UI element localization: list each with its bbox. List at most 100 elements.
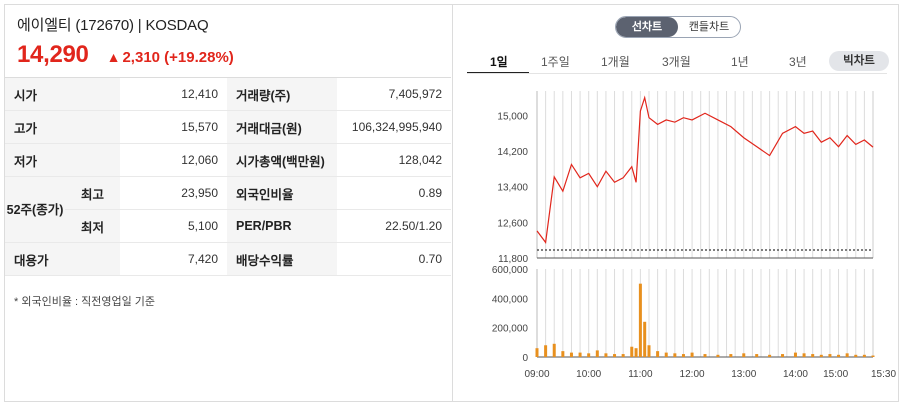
price-y-axis: 15,000 14,200 13,400 12,600 11,800 bbox=[497, 91, 874, 265]
time-tick-label: 11:00 bbox=[628, 369, 653, 380]
time-tick-label: 15:30 bbox=[871, 369, 896, 380]
volume-bar bbox=[673, 353, 677, 357]
tab-3year[interactable]: 3년 bbox=[789, 55, 807, 69]
period-tabs: 1일 1주일 1개월 3개월 1년 3년 bbox=[467, 47, 887, 74]
week52-high-value: 23,950 bbox=[120, 176, 227, 210]
volume-bar bbox=[613, 354, 617, 357]
tab-1week[interactable]: 1주일 bbox=[541, 55, 570, 69]
time-x-axis: 09:00 10:00 11:00 12:00 13:00 14:00 15:00 15:30 bbox=[524, 369, 896, 380]
volume-tick-label: 400,000 bbox=[492, 294, 529, 305]
tab-3month[interactable]: 3개월 bbox=[662, 55, 691, 69]
volume-bar bbox=[643, 321, 647, 357]
volume-bar bbox=[862, 354, 866, 357]
table-row: 저가 12,060 시가총액(백만원) 128,042 bbox=[5, 143, 451, 177]
volume-value: 7,405,972 bbox=[337, 77, 451, 111]
volume-bar bbox=[729, 354, 733, 357]
volume-tick-label: 200,000 bbox=[492, 324, 529, 335]
volume-bar bbox=[681, 354, 685, 357]
volume-y-axis: 600,000 400,000 200,000 0 bbox=[492, 265, 874, 364]
price-change: ▲ 2,310 (+19.28%) bbox=[107, 49, 234, 66]
price-tick-label: 14,200 bbox=[497, 147, 528, 158]
table-row: 최저 5,100 PER/PBR 22.50/1.20 bbox=[5, 209, 451, 243]
volume-bar bbox=[837, 354, 841, 357]
panel-divider bbox=[452, 5, 453, 401]
week52-low-value: 5,100 bbox=[120, 209, 227, 243]
low-value: 12,060 bbox=[120, 143, 227, 177]
volume-bar bbox=[828, 354, 832, 357]
volume-bar bbox=[716, 354, 720, 357]
volume-bar bbox=[845, 353, 849, 357]
time-tick-label: 15:00 bbox=[823, 369, 848, 380]
price-tick-label: 15,000 bbox=[497, 111, 528, 122]
foreign-ratio-label: 외국인비율 bbox=[227, 176, 337, 210]
price-tick-label: 12,600 bbox=[497, 218, 528, 229]
tab-1day[interactable]: 1일 bbox=[490, 55, 508, 69]
volume-bar bbox=[638, 283, 642, 357]
foreign-ratio-value: 0.89 bbox=[337, 176, 451, 210]
amount-label: 거래대금(원) bbox=[227, 110, 337, 144]
tab-1year[interactable]: 1년 bbox=[731, 55, 749, 69]
change-text: 2,310 (+19.28%) bbox=[122, 49, 234, 66]
volume-bar bbox=[630, 346, 634, 357]
volume-bar bbox=[703, 354, 707, 357]
per-pbr-label: PER/PBR bbox=[227, 209, 337, 243]
volume-bar bbox=[544, 345, 548, 357]
volume-bar bbox=[552, 343, 556, 357]
per-pbr-value: 22.50/1.20 bbox=[337, 209, 451, 243]
time-tick-label: 13:00 bbox=[731, 369, 756, 380]
volume-bar bbox=[690, 352, 694, 357]
low-label: 저가 bbox=[5, 143, 120, 177]
volume-bar bbox=[578, 352, 582, 357]
volume-bar bbox=[656, 351, 660, 357]
volume-bar bbox=[664, 352, 668, 357]
volume-bar bbox=[561, 351, 565, 357]
table-row: 시가 12,410 거래량(주) 7,405,972 bbox=[5, 77, 451, 111]
time-tick-label: 12:00 bbox=[680, 369, 705, 380]
volume-bar bbox=[587, 353, 591, 357]
price-tick-label: 13,400 bbox=[497, 183, 528, 194]
table-row: 대용가 7,420 배당수익률 0.70 bbox=[5, 242, 451, 276]
candle-chart-toggle[interactable]: 캔들차트 bbox=[688, 21, 730, 33]
price-tick-label: 11,800 bbox=[498, 254, 528, 265]
stock-summary-card: 에이엘티 (172670) | KOSDAQ 14,290 ▲ 2,310 (+1… bbox=[4, 4, 899, 402]
open-value: 12,410 bbox=[120, 77, 227, 111]
market-cap-label: 시가총액(백만원) bbox=[227, 143, 337, 177]
volume-bar bbox=[621, 354, 625, 357]
volume-bar bbox=[802, 353, 806, 357]
market-cap-value: 128,042 bbox=[337, 143, 451, 177]
amount-value: 106,324,995,940 bbox=[337, 110, 451, 144]
volume-bar bbox=[854, 354, 858, 357]
time-tick-label: 09:00 bbox=[524, 369, 549, 380]
line-chart-toggle[interactable]: 선차트 bbox=[616, 17, 678, 37]
high-value: 15,570 bbox=[120, 110, 227, 144]
chart-panel: 선차트 캔들차트 1일 1주일 1개월 3개월 1년 3년 빅차트 15,000… bbox=[453, 5, 900, 401]
volume-bar bbox=[535, 348, 539, 357]
volume-bars bbox=[535, 283, 875, 357]
volume-bar bbox=[811, 354, 815, 357]
price-row: 14,290 ▲ 2,310 (+19.28%) bbox=[17, 41, 452, 69]
tabs-divider bbox=[467, 73, 887, 74]
volume-bar bbox=[595, 350, 599, 357]
table-row: 고가 15,570 거래대금(원) 106,324,995,940 bbox=[5, 110, 451, 144]
volume-tick-label: 600,000 bbox=[492, 265, 529, 276]
substitute-price-label: 대용가 bbox=[5, 242, 120, 276]
week52-low-label: 최저 bbox=[65, 209, 120, 243]
table-row: 52주(종가) 최고 23,950 외국인비율 0.89 bbox=[5, 176, 451, 243]
dividend-yield-value: 0.70 bbox=[337, 242, 451, 276]
substitute-price-value: 7,420 bbox=[120, 242, 227, 276]
volume-bar bbox=[647, 345, 651, 357]
week52-high-label: 최고 bbox=[65, 176, 120, 210]
volume-bar bbox=[634, 348, 638, 357]
big-chart-button[interactable]: 빅차트 bbox=[829, 51, 889, 71]
stock-info-table: 시가 12,410 거래량(주) 7,405,972 고가 15,570 거래대… bbox=[5, 77, 451, 276]
volume-bar bbox=[742, 353, 746, 357]
tab-1month[interactable]: 1개월 bbox=[601, 55, 630, 69]
open-label: 시가 bbox=[5, 77, 120, 111]
volume-bar bbox=[604, 353, 608, 357]
volume-label: 거래량(주) bbox=[227, 77, 337, 111]
price-line-group bbox=[536, 95, 874, 244]
intraday-chart: 15,000 14,200 13,400 12,600 11,800 600,000 40… bbox=[492, 91, 896, 380]
volume-grid bbox=[545, 269, 865, 357]
price-line bbox=[536, 95, 874, 244]
volume-bar bbox=[781, 354, 785, 357]
